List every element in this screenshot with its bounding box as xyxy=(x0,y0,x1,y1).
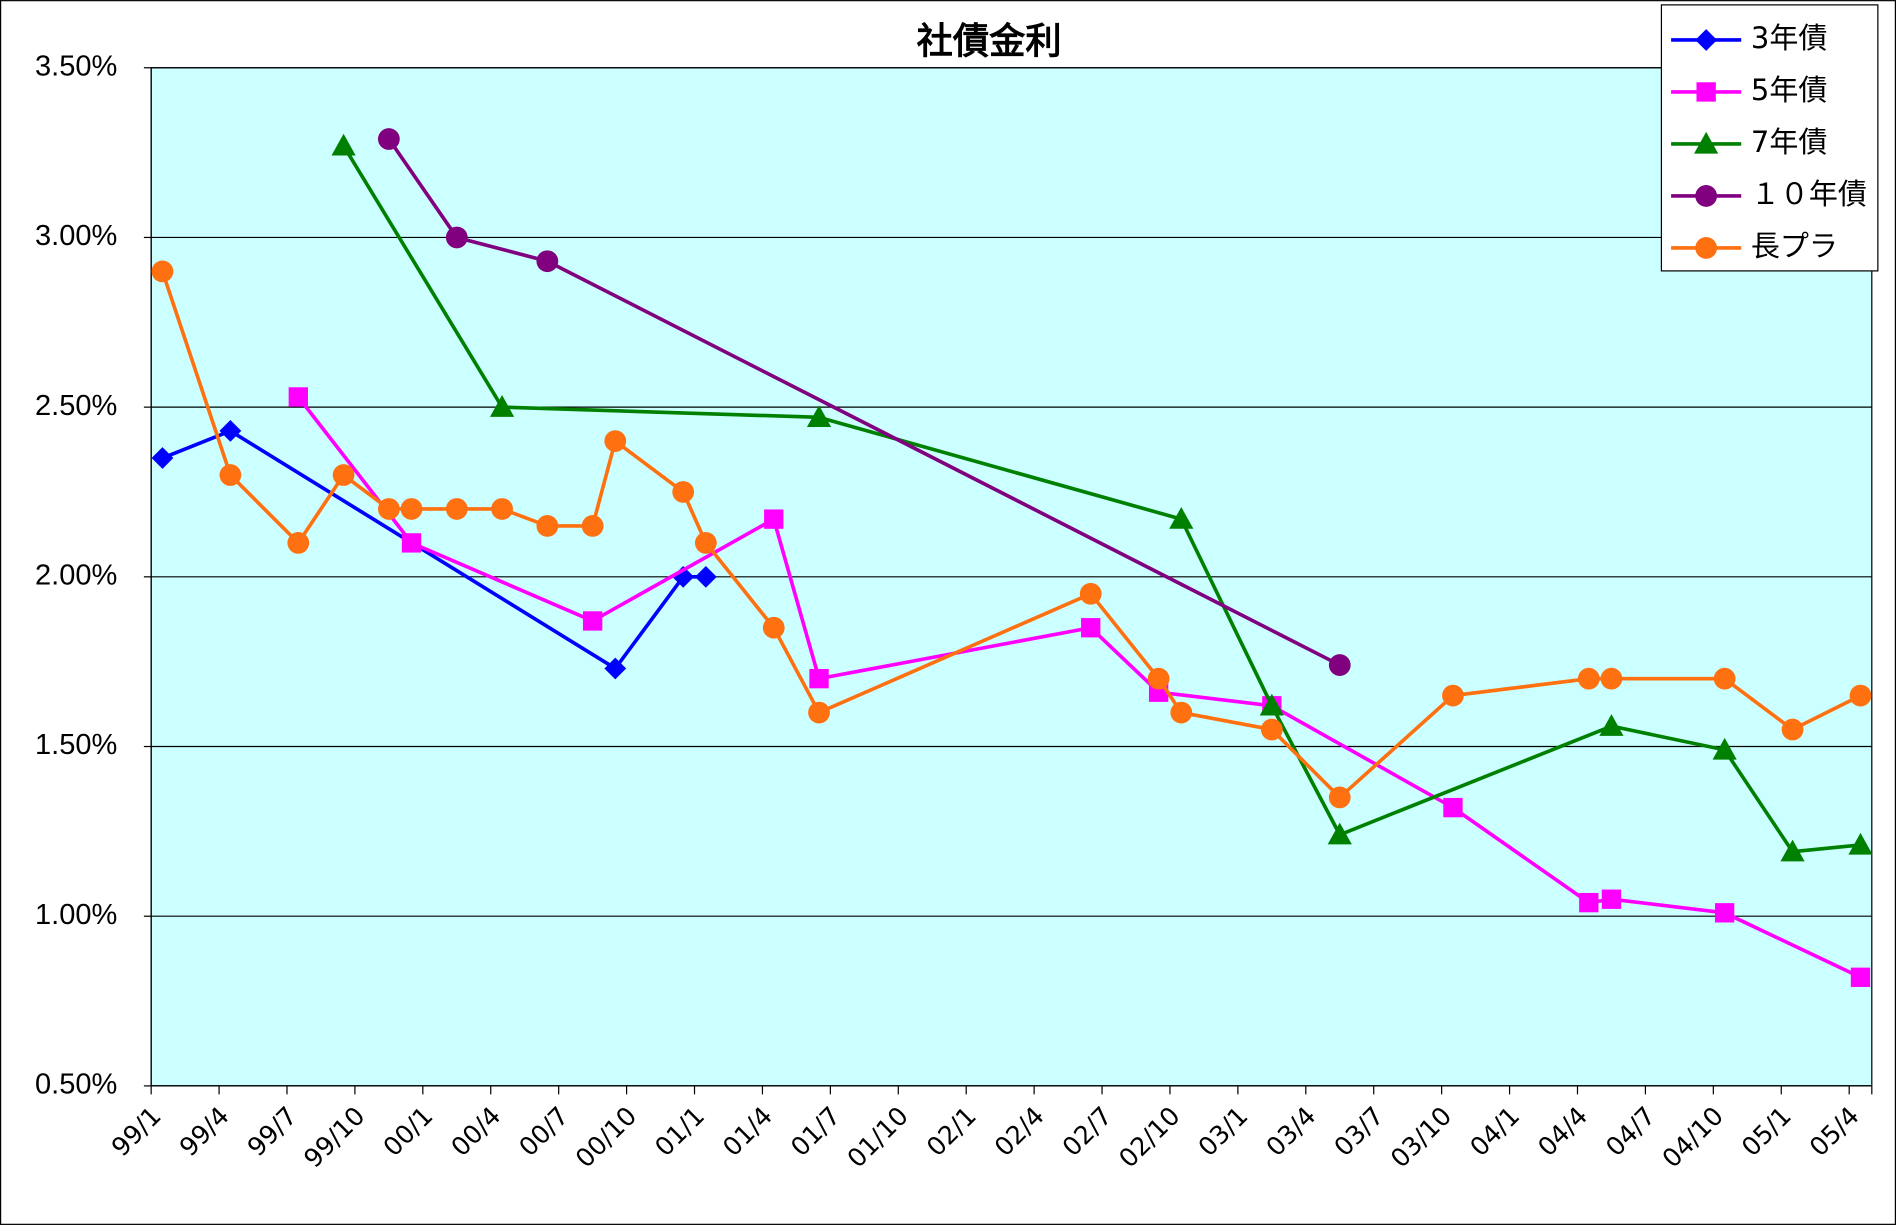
marker xyxy=(331,133,356,156)
marker xyxy=(377,128,400,150)
marker xyxy=(1577,667,1600,690)
legend-box xyxy=(1660,4,1879,272)
marker xyxy=(1442,684,1464,707)
marker xyxy=(1849,684,1872,707)
marker xyxy=(445,498,468,520)
marker xyxy=(1259,693,1284,716)
marker xyxy=(1780,839,1805,862)
marker xyxy=(1170,701,1193,724)
marker xyxy=(1169,507,1194,529)
marker xyxy=(401,533,422,553)
marker xyxy=(1712,737,1737,760)
marker xyxy=(288,387,308,407)
marker xyxy=(1081,618,1101,638)
legend-label: 5年債 xyxy=(1751,73,1828,107)
marker xyxy=(694,565,717,588)
marker xyxy=(491,498,513,520)
y-tick-label: 0.50% xyxy=(35,1069,117,1101)
marker xyxy=(1260,718,1283,741)
marker xyxy=(582,611,603,631)
marker xyxy=(1601,889,1622,909)
legend-label: 3年債 xyxy=(1751,21,1828,55)
legend-label: 長プラ xyxy=(1751,229,1838,263)
series-line xyxy=(342,144,1861,854)
marker xyxy=(604,657,627,680)
marker xyxy=(1328,654,1351,676)
marker xyxy=(536,250,559,273)
marker xyxy=(762,616,785,639)
marker xyxy=(1695,185,1718,207)
marker xyxy=(1695,29,1718,51)
marker xyxy=(489,395,515,417)
marker xyxy=(1579,892,1599,913)
marker xyxy=(287,532,310,554)
marker xyxy=(581,515,604,537)
series-line xyxy=(387,138,1341,667)
y-tick-label: 3.50% xyxy=(35,50,117,82)
y-tick-label: 1.00% xyxy=(35,899,117,931)
marker xyxy=(445,226,468,249)
marker xyxy=(672,481,695,503)
marker xyxy=(694,532,717,554)
marker xyxy=(1328,786,1351,809)
marker xyxy=(1781,718,1804,741)
marker xyxy=(1147,667,1170,690)
marker xyxy=(1695,237,1718,259)
marker xyxy=(806,405,832,427)
series xyxy=(151,128,1873,987)
marker xyxy=(332,464,355,486)
marker xyxy=(1079,582,1102,605)
marker xyxy=(1850,967,1871,987)
marker xyxy=(764,509,784,529)
marker xyxy=(151,260,174,283)
marker xyxy=(1443,797,1463,818)
marker xyxy=(1694,131,1719,154)
marker xyxy=(219,464,242,486)
marker xyxy=(400,498,423,520)
marker xyxy=(536,515,559,537)
marker xyxy=(1327,822,1352,845)
legend-label: 7年債 xyxy=(1751,125,1828,159)
marker xyxy=(1714,903,1735,923)
y-tick-label: 1.50% xyxy=(35,729,117,761)
marker xyxy=(604,430,627,452)
marker xyxy=(1848,832,1873,855)
marker xyxy=(1599,714,1624,736)
y-tick-label: 2.00% xyxy=(35,560,117,592)
marker xyxy=(377,498,400,520)
y-tick-label: 3.00% xyxy=(35,220,117,252)
chart-title: 社債金利 xyxy=(917,20,1062,63)
marker xyxy=(808,701,830,724)
marker xyxy=(1696,82,1716,102)
marker xyxy=(1713,667,1736,690)
marker xyxy=(1600,667,1623,690)
grid xyxy=(151,67,1872,1087)
marker xyxy=(809,668,829,689)
y-tick-label: 2.50% xyxy=(35,390,117,422)
legend-label: １０年債 xyxy=(1751,177,1867,211)
